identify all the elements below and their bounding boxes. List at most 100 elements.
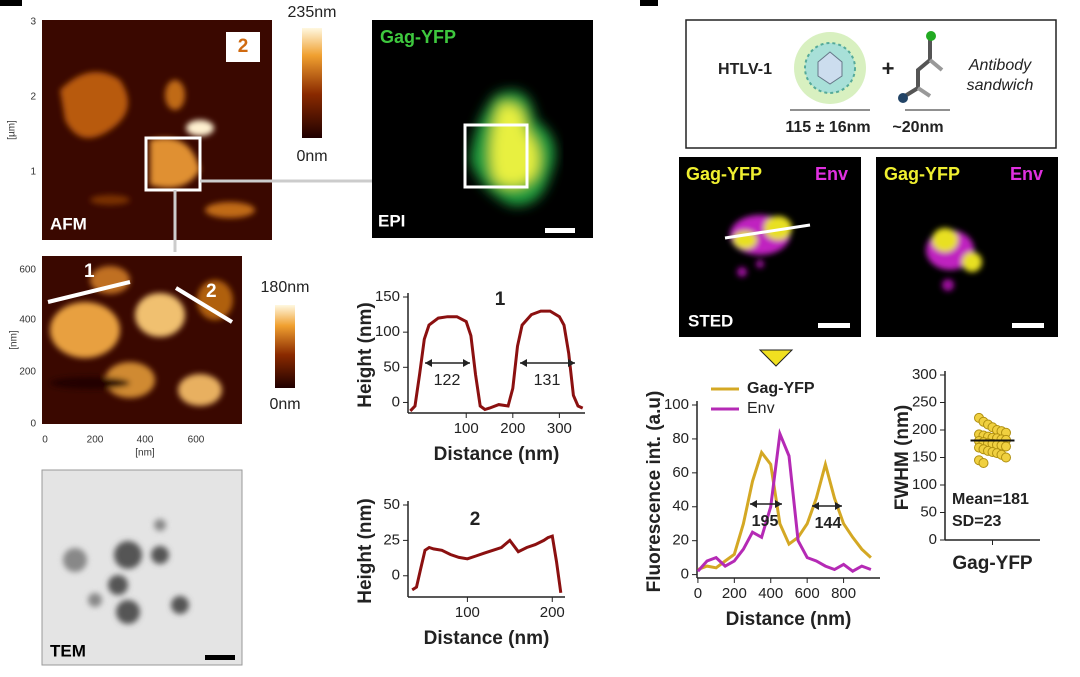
x-tick-label: 400 [758, 585, 783, 602]
x-axis-label: Distance (nm) [424, 628, 550, 649]
axis-unit: [nm] [135, 448, 155, 459]
y-axis-label: Fluorescence int. (a.u) [644, 391, 665, 593]
x-tick-label: 0 [42, 435, 48, 446]
channel-label: Gag-YFP [884, 164, 960, 184]
plus: + [882, 56, 895, 81]
y-tick-label: 300 [912, 366, 937, 383]
data-point [1001, 452, 1011, 463]
legend-label: Gag-YFP [747, 380, 815, 397]
x-axis-label: Distance (nm) [726, 609, 852, 630]
channel-label: Env [1010, 164, 1043, 184]
colorbar-label: 235nm [288, 4, 337, 21]
sted-image: Gag-YFP Env [876, 157, 1058, 337]
y-tick-label: 100 [375, 323, 400, 340]
profile-label: 1 [84, 261, 95, 282]
channel-label: Gag-YFP [380, 27, 456, 47]
y-tick-label: 25 [383, 531, 400, 548]
tem-image: TEM [41, 469, 243, 666]
chart-title: 1 [495, 289, 506, 310]
y-tick-label: 400 [19, 315, 36, 326]
annotation: 122 [434, 372, 461, 389]
annotation: 131 [534, 372, 561, 389]
inset-label: 2 [238, 36, 249, 57]
x-tick-label: 600 [795, 585, 820, 602]
y-tick-label: 0 [392, 567, 400, 584]
annotation: Mean=181 [952, 491, 1029, 508]
x-tick-label: 0 [694, 585, 702, 602]
x-tick-label: 100 [455, 604, 480, 621]
x-tick-label: 200 [500, 420, 525, 437]
x-tick-label: 200 [722, 585, 747, 602]
y-tick-label: 200 [912, 421, 937, 438]
axis-unit: [µm] [7, 120, 18, 140]
image-label: AFM [50, 214, 87, 233]
arrow-head [750, 500, 782, 508]
y-tick-label: 150 [912, 448, 937, 465]
data-line [697, 449, 872, 571]
arrow-head [812, 502, 842, 510]
y-tick-label: 80 [672, 430, 689, 447]
y-tick-label: 100 [912, 476, 937, 493]
profile-label: 2 [206, 281, 217, 302]
colorbar-label: 0nm [296, 148, 327, 165]
y-tick-label: 150 [375, 288, 400, 305]
y-tick-label: 2 [30, 92, 36, 103]
colorbar [302, 28, 322, 138]
y-tick-label: 50 [920, 503, 937, 520]
data-line [411, 534, 563, 594]
antibody-label: sandwich [967, 77, 1034, 94]
x-axis-label: Distance (nm) [434, 444, 560, 465]
annotation: 144 [815, 515, 842, 532]
image-label: STED [688, 311, 733, 330]
y-tick-label: 50 [383, 496, 400, 513]
y-tick-label: 250 [912, 393, 937, 410]
colorbar [275, 305, 295, 388]
data-line [696, 427, 872, 573]
image-label: EPI [378, 211, 405, 230]
x-tick-label: 400 [137, 435, 154, 446]
x-tick-label: 200 [87, 435, 104, 446]
size-label: 115 ± 16nm [785, 119, 870, 136]
y-axis-label: FWHM (nm) [892, 405, 913, 511]
data-line [409, 309, 584, 412]
y-tick-label: 100 [664, 396, 689, 413]
colorbar-label: 180nm [261, 279, 310, 296]
y-tick-label: 50 [383, 358, 400, 375]
y-tick-label: 200 [19, 367, 36, 378]
image-label: TEM [50, 641, 86, 660]
antibody-label: Antibody [968, 57, 1032, 74]
data-point [1001, 441, 1011, 452]
y-tick-label: 40 [672, 498, 689, 515]
virus-label: HTLV-1 [718, 61, 772, 78]
y-axis-label: Height (nm) [355, 302, 376, 408]
size-label: ~20nm [892, 119, 943, 136]
panel-mark [0, 0, 22, 6]
y-tick-label: 60 [672, 464, 689, 481]
afm-zoom-image: 1 2 [42, 256, 242, 424]
sted-image: Gag-YFP Env STED [679, 157, 861, 337]
arrow [758, 349, 794, 367]
x-tick-label: 100 [454, 420, 479, 437]
y-tick-label: 0 [392, 393, 400, 410]
channel-label: Gag-YFP [686, 164, 762, 184]
schematic: HTLV-1 115 ± 16nm + ~20nm Antibody sandw… [685, 19, 1057, 149]
y-tick-label: 0 [681, 566, 689, 583]
y-tick-label: 20 [672, 532, 689, 549]
annotation: 195 [752, 513, 779, 530]
epi-image: Gag-YFP EPI [372, 20, 593, 238]
x-tick-label: 600 [188, 435, 205, 446]
axis-unit: [nm] [9, 330, 20, 350]
data-point [978, 458, 989, 468]
x-tick-label: Gag-YFP [952, 553, 1033, 574]
y-tick-label: 0 [30, 419, 36, 430]
y-tick-label: 600 [19, 265, 36, 276]
x-tick-label: 200 [540, 604, 565, 621]
colorbar-label: 0nm [269, 396, 300, 413]
y-tick-label: 3 [30, 17, 36, 28]
y-tick-label: 1 [30, 167, 36, 178]
x-tick-label: 300 [547, 420, 572, 437]
y-tick-label: 0 [929, 531, 937, 548]
panel-mark [640, 0, 658, 6]
